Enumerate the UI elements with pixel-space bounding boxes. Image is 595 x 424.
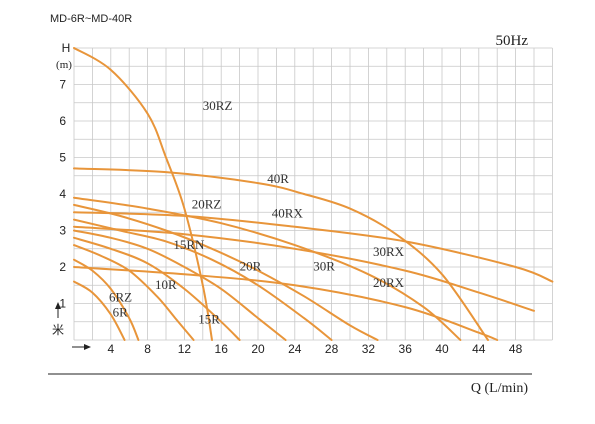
curve-30rx (73, 225, 535, 312)
curve-label-20r: 20R (240, 259, 262, 274)
curve-6rz (73, 258, 140, 341)
meter-arrow-head-icon (55, 302, 61, 309)
x-axis-title: Q (L/min) (471, 381, 528, 396)
curve-label-20rx: 20RX (373, 275, 405, 290)
frequency-label: 50Hz (496, 33, 529, 49)
x-tick-label: 4 (107, 342, 114, 356)
curve-label-30rx: 30RX (373, 244, 405, 259)
grid-lines (73, 47, 553, 341)
x-tick-label: 24 (288, 342, 302, 356)
meter-glyph: 米 (52, 323, 64, 337)
x-tick-label: 16 (215, 342, 229, 356)
curve-30rz (73, 47, 213, 341)
curve-label-40r: 40R (267, 171, 289, 186)
y-tick-label: 7 (59, 78, 66, 92)
curve-40rx (73, 211, 554, 283)
curve-label-15r: 15R (198, 312, 220, 327)
y-tick-label: 3 (59, 224, 66, 238)
x-tick-label: 48 (509, 342, 523, 356)
x-tick-label: 32 (362, 342, 376, 356)
curves-group (73, 47, 554, 341)
curve-label-15rn: 15RN (173, 237, 205, 252)
curve-10r (73, 244, 195, 341)
x-axis-arrow (72, 344, 91, 350)
y-axis-title: H (62, 41, 71, 55)
y-tick-label: 1 (59, 297, 66, 311)
curve-30r (73, 196, 462, 341)
y-tick-label: 5 (59, 151, 66, 165)
curve-6r (73, 280, 126, 341)
curve-label-6rz: 6RZ (109, 290, 132, 305)
curve-20r (73, 218, 333, 341)
x-tick-label: 44 (472, 342, 486, 356)
x-tick-label: 40 (435, 342, 449, 356)
curve-20rz (73, 203, 379, 341)
model-range-title: MD-6R~MD-40R (50, 13, 132, 25)
y-tick-label: 6 (59, 114, 66, 128)
y-tick-label: 2 (59, 260, 66, 274)
curve-40r (73, 167, 489, 341)
meter-marker: 米 (52, 302, 64, 337)
curve-20rx (73, 266, 499, 341)
curve-15r (73, 236, 241, 341)
x-tick-label: 12 (178, 342, 192, 356)
x-tick-label: 20 (251, 342, 265, 356)
curve-label-30rz: 30RZ (203, 98, 233, 113)
x-tick-label: 28 (325, 342, 339, 356)
y-tick-label: 4 (59, 187, 66, 201)
curve-label-40rx: 40RX (272, 206, 304, 221)
curve-label-6r: 6R (113, 304, 129, 319)
x-tick-label: 36 (399, 342, 413, 356)
x-arrow-head-icon (84, 344, 91, 350)
y-axis-unit: (m) (56, 59, 72, 71)
curve-label-30r: 30R (313, 259, 335, 274)
curve-label-20rz: 20RZ (192, 197, 222, 212)
x-tick-label: 8 (144, 342, 151, 356)
curve-15rn (73, 229, 287, 341)
curve-label-10r: 10R (155, 277, 177, 292)
